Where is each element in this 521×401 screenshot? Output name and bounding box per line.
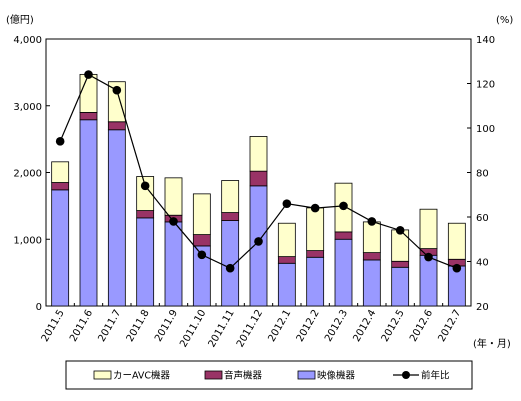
bar-segment: [249, 170, 268, 187]
right-tick-label: 40: [476, 258, 489, 269]
bar-segment: [249, 136, 268, 172]
bar-segment: [164, 221, 183, 307]
bar-segment: [419, 254, 438, 307]
left-axis-unit: (億円): [6, 13, 34, 26]
yoy-point: [225, 263, 235, 273]
bar-segment: [136, 217, 155, 307]
bar-segment: [107, 129, 126, 307]
bar-segment: [391, 260, 410, 268]
bar-segment: [107, 81, 126, 123]
bar-segment: [419, 208, 438, 249]
right-tick-label: 60: [476, 213, 489, 224]
legend-label: 音声機器: [224, 370, 263, 382]
x-tick-label: 2011.6: [68, 308, 95, 344]
bar-segment: [51, 189, 70, 307]
x-axis-unit: (年・月): [473, 337, 511, 350]
x-tick-label: 2012.2: [295, 308, 322, 344]
legend-swatch: [93, 370, 112, 380]
bar-segment: [362, 221, 381, 254]
bars: [51, 73, 466, 307]
bar-segment: [306, 250, 325, 258]
legend-label: 前年比: [421, 370, 450, 382]
legend-swatch: [297, 370, 316, 380]
bar-segment: [362, 259, 381, 307]
yoy-point: [112, 85, 122, 95]
yoy-point: [55, 137, 65, 146]
yoy-point: [282, 199, 292, 208]
bar-segment: [221, 180, 240, 213]
bar-segment: [192, 234, 211, 247]
yoy-point: [452, 263, 462, 273]
x-tick-label: 2012.6: [408, 308, 435, 344]
bar-segment: [79, 112, 98, 121]
legend-marker: [402, 371, 410, 379]
bar-segment: [79, 119, 98, 307]
bar-segment: [447, 222, 466, 260]
yoy-point: [424, 252, 433, 262]
yoy-point: [367, 217, 377, 226]
yoy-point: [197, 250, 207, 260]
x-tick-label: 2011.5: [40, 308, 67, 344]
bar-segment: [79, 73, 98, 113]
legend-label: カーAVC機器: [113, 370, 171, 382]
yoy-point: [84, 70, 93, 79]
bar-segment: [391, 266, 410, 307]
right-axis-unit: (%): [496, 15, 513, 26]
bar-segment: [306, 256, 325, 307]
bar-segment: [51, 161, 70, 183]
x-tick-label: 2011.7: [96, 308, 123, 344]
x-tick-label: 2011.9: [153, 308, 180, 344]
bar-segment: [136, 210, 155, 219]
left-tick-label: 1,000: [13, 235, 42, 246]
yoy-point: [310, 203, 320, 213]
x-tick-label: 2012.5: [380, 308, 407, 344]
yoy-point: [339, 201, 348, 211]
bar-segment: [306, 207, 325, 251]
right-tick-label: 120: [476, 80, 495, 91]
right-tick-label: 80: [476, 169, 489, 180]
bar-segment: [192, 193, 211, 235]
x-tick-label: 2012.1: [266, 308, 293, 344]
yoy-point: [395, 226, 405, 235]
legend-swatch: [204, 370, 223, 380]
right-tick-label: 20: [476, 302, 489, 313]
bar-segment: [107, 121, 126, 131]
bar-segment: [221, 212, 240, 221]
x-tick-label: 2012.4: [351, 308, 378, 344]
left-tick-label: 4,000: [13, 35, 42, 46]
legend: カーAVC機器 音声機器 映像機器 前年比: [65, 360, 473, 390]
left-tick-label: 2,000: [13, 169, 42, 180]
bar-segment: [249, 185, 268, 307]
right-tick-label: 140: [476, 35, 495, 46]
x-tick-label: 2011.12: [235, 308, 265, 349]
bar-segment: [334, 238, 353, 307]
bar-segment: [362, 252, 381, 261]
legend-label: 映像機器: [317, 370, 356, 382]
yoy-line: [55, 70, 462, 273]
bar-segment: [334, 231, 353, 240]
x-tick-label: 2012.3: [323, 308, 350, 344]
yoy-point: [254, 237, 263, 246]
x-tick-label: 2011.11: [207, 308, 237, 349]
bar-segment: [51, 182, 70, 191]
bar-segment: [277, 262, 296, 307]
yoy-point: [169, 217, 178, 226]
x-tick-label: 2011.10: [178, 308, 208, 349]
x-tick-label: 2012.7: [436, 308, 463, 344]
right-tick-label: 100: [476, 124, 495, 135]
bar-segment: [164, 177, 183, 216]
left-tick-label: 0: [36, 302, 42, 313]
bar-segment: [136, 176, 155, 211]
bar-segment: [277, 222, 296, 258]
left-tick-label: 3,000: [13, 102, 42, 113]
yoy-point: [140, 181, 150, 191]
bar-segment: [277, 256, 296, 264]
x-tick-label: 2011.8: [125, 308, 152, 344]
